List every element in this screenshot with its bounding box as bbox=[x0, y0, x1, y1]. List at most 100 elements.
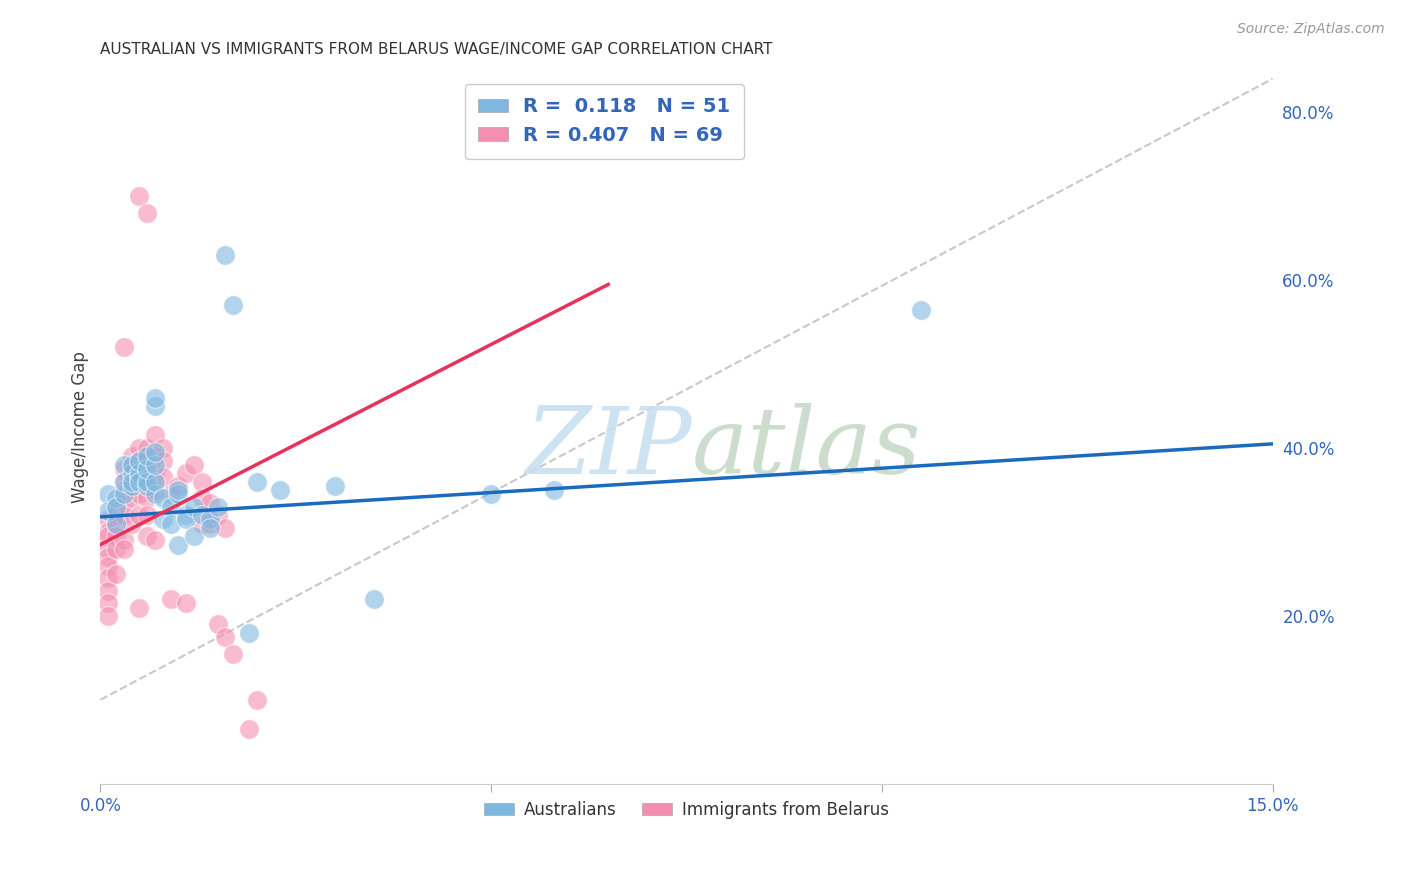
Point bbox=[191, 475, 214, 489]
Point bbox=[183, 458, 205, 472]
Point bbox=[143, 445, 166, 459]
Point bbox=[97, 583, 120, 598]
Text: AUSTRALIAN VS IMMIGRANTS FROM BELARUS WAGE/INCOME GAP CORRELATION CHART: AUSTRALIAN VS IMMIGRANTS FROM BELARUS WA… bbox=[100, 42, 773, 57]
Point bbox=[183, 500, 205, 514]
Point bbox=[128, 470, 150, 484]
Point bbox=[112, 533, 135, 548]
Point bbox=[104, 500, 127, 514]
Legend: Australians, Immigrants from Belarus: Australians, Immigrants from Belarus bbox=[478, 794, 896, 825]
Text: ZIP: ZIP bbox=[526, 403, 692, 493]
Point bbox=[121, 450, 143, 464]
Point bbox=[143, 399, 166, 413]
Point bbox=[143, 487, 166, 501]
Point bbox=[112, 487, 135, 501]
Y-axis label: Wage/Income Gap: Wage/Income Gap bbox=[72, 351, 89, 503]
Point bbox=[121, 475, 143, 489]
Point bbox=[104, 500, 127, 514]
Point bbox=[176, 508, 198, 523]
Point bbox=[128, 441, 150, 455]
Point bbox=[198, 495, 221, 509]
Point bbox=[152, 512, 174, 526]
Point bbox=[104, 566, 127, 581]
Point bbox=[97, 529, 120, 543]
Point bbox=[112, 458, 135, 472]
Point bbox=[159, 592, 181, 607]
Point bbox=[112, 541, 135, 556]
Point bbox=[136, 462, 159, 476]
Point bbox=[104, 516, 127, 531]
Point bbox=[128, 475, 150, 489]
Point bbox=[269, 483, 291, 497]
Point bbox=[159, 487, 181, 501]
Point bbox=[479, 487, 502, 501]
Point bbox=[143, 428, 166, 442]
Point bbox=[128, 453, 150, 467]
Point bbox=[104, 508, 127, 523]
Point bbox=[112, 475, 135, 489]
Point bbox=[207, 617, 229, 632]
Point bbox=[207, 500, 229, 514]
Point bbox=[167, 483, 190, 497]
Point bbox=[214, 630, 236, 644]
Point bbox=[198, 516, 221, 531]
Point bbox=[214, 248, 236, 262]
Point bbox=[238, 722, 260, 736]
Point bbox=[97, 504, 120, 518]
Point bbox=[128, 467, 150, 481]
Point bbox=[112, 483, 135, 497]
Text: atlas: atlas bbox=[692, 403, 922, 493]
Point bbox=[152, 470, 174, 484]
Point bbox=[136, 475, 159, 489]
Point bbox=[136, 508, 159, 523]
Point bbox=[136, 441, 159, 455]
Point bbox=[104, 516, 127, 531]
Point bbox=[97, 487, 120, 501]
Point bbox=[152, 491, 174, 506]
Point bbox=[910, 302, 932, 317]
Point bbox=[121, 491, 143, 506]
Point bbox=[97, 541, 120, 556]
Point bbox=[112, 475, 135, 489]
Point bbox=[222, 647, 245, 661]
Point bbox=[128, 467, 150, 481]
Point bbox=[152, 453, 174, 467]
Point bbox=[143, 533, 166, 548]
Point bbox=[112, 462, 135, 476]
Point bbox=[136, 470, 159, 484]
Point bbox=[121, 479, 143, 493]
Point bbox=[143, 483, 166, 497]
Point bbox=[159, 516, 181, 531]
Point bbox=[97, 596, 120, 610]
Point bbox=[183, 529, 205, 543]
Point bbox=[97, 558, 120, 573]
Point bbox=[97, 571, 120, 585]
Point bbox=[207, 508, 229, 523]
Point bbox=[136, 479, 159, 493]
Point bbox=[128, 453, 150, 467]
Point bbox=[128, 487, 150, 501]
Point bbox=[112, 495, 135, 509]
Point bbox=[121, 516, 143, 531]
Point bbox=[128, 189, 150, 203]
Point bbox=[136, 206, 159, 220]
Point bbox=[121, 458, 143, 472]
Point bbox=[191, 508, 214, 523]
Point bbox=[191, 491, 214, 506]
Text: Source: ZipAtlas.com: Source: ZipAtlas.com bbox=[1237, 22, 1385, 37]
Point bbox=[136, 450, 159, 464]
Point bbox=[112, 508, 135, 523]
Point bbox=[97, 524, 120, 539]
Point bbox=[136, 491, 159, 506]
Point bbox=[191, 516, 214, 531]
Point bbox=[246, 693, 269, 707]
Point bbox=[128, 600, 150, 615]
Point bbox=[176, 512, 198, 526]
Point bbox=[159, 500, 181, 514]
Point bbox=[143, 458, 166, 472]
Point bbox=[136, 453, 159, 467]
Point bbox=[112, 340, 135, 354]
Point bbox=[97, 550, 120, 565]
Point bbox=[222, 298, 245, 312]
Point bbox=[143, 450, 166, 464]
Point bbox=[214, 521, 236, 535]
